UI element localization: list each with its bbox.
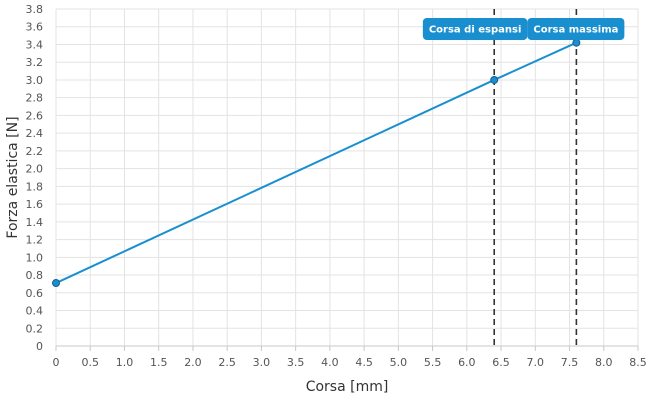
series — [52, 38, 581, 288]
x-tick-label: 6.5 — [492, 356, 510, 369]
callout-box — [527, 18, 625, 40]
x-tick-label: 2.0 — [184, 356, 202, 369]
y-tick-label: 0.2 — [26, 322, 44, 335]
x-tick-label: 7.0 — [527, 356, 545, 369]
y-tick-label: 1.6 — [26, 198, 44, 211]
y-tick-label: 2.2 — [26, 145, 44, 158]
data-point — [490, 75, 499, 84]
x-tick-label: 4.0 — [321, 356, 339, 369]
data-point — [572, 38, 581, 47]
x-tick-label: 5.5 — [424, 356, 442, 369]
x-tick-label: 1.5 — [150, 356, 168, 369]
x-tick-label: 5.0 — [390, 356, 408, 369]
x-tick-label: 4.5 — [355, 356, 373, 369]
marker-lines — [493, 9, 578, 346]
y-tick-label: 1.4 — [26, 216, 44, 229]
x-tick-label: 3.5 — [287, 356, 305, 369]
callout-0: Corsa di espansi — [422, 18, 528, 40]
y-tick-label: 0.8 — [26, 269, 44, 282]
y-tick-label: 1.0 — [26, 251, 44, 264]
callout-label: Corsa massima — [533, 25, 618, 36]
y-tick-label: 2.6 — [26, 109, 44, 122]
y-tick-label: 0 — [36, 340, 43, 353]
y-tick-label: 2.0 — [26, 163, 44, 176]
x-tick-label: 1.0 — [116, 356, 134, 369]
x-tick-label: 7.5 — [561, 356, 579, 369]
y-tick-label: 3.6 — [26, 21, 44, 34]
y-tick-label: 0.4 — [26, 305, 44, 318]
y-tick-label: 2.8 — [26, 92, 44, 105]
x-tick-label: 0 — [53, 356, 60, 369]
callout-label: Corsa di espansi — [429, 25, 522, 36]
x-axis-title: Corsa [mm] — [306, 379, 389, 395]
x-tick-label: 2.5 — [218, 356, 236, 369]
grid — [55, 8, 639, 347]
callouts: Corsa di espansi Corsa massima — [422, 18, 625, 40]
y-tick-label: 3.0 — [26, 74, 44, 87]
x-tick-label: 6.0 — [458, 356, 476, 369]
y-tick-label: 3.4 — [26, 38, 44, 51]
y-tick-label: 2.4 — [26, 127, 44, 140]
y-tick-label: 3.8 — [26, 3, 44, 16]
y-tick-label: 1.2 — [26, 234, 44, 247]
axes: 0 0.5 1.0 1.5 2.0 2.5 3.0 3.5 4.0 4.5 5.0 5.5 6.0 6.5… — [26, 3, 647, 369]
x-tick-label: 0.5 — [81, 356, 99, 369]
y-axis-title: Forza elastica [N] — [5, 116, 21, 238]
y-tick-label: 3.2 — [26, 56, 44, 69]
callout-1: Corsa massima — [527, 18, 625, 40]
x-tick-label: 8.0 — [595, 356, 613, 369]
x-tick-label: 8.5 — [629, 356, 647, 369]
y-tick-label: 0.6 — [26, 287, 44, 300]
callout-box — [422, 18, 528, 40]
series-line — [55, 41, 577, 284]
y-tick-label: 1.8 — [26, 180, 44, 193]
x-tick-label: 3.0 — [253, 356, 271, 369]
data-point — [52, 279, 60, 288]
